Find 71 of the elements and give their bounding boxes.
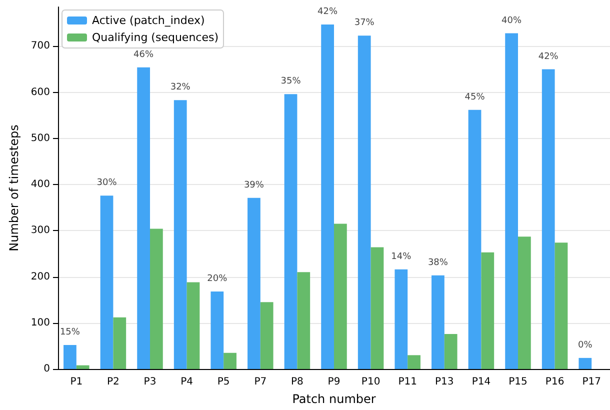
bar [150,228,163,369]
bar [100,196,114,369]
bar [186,282,200,369]
bar [370,247,384,369]
x-tick-label: P10 [361,376,380,388]
bar [174,100,187,369]
bar [468,110,482,369]
bar [408,355,420,369]
annotation: 45% [464,92,486,102]
y-tick-label: 500 [30,132,50,144]
x-tick-label: P7 [254,376,267,388]
bar [297,272,310,369]
bar [334,224,347,369]
y-tick-label: 700 [30,40,50,52]
y-tick-label: 300 [30,225,50,236]
x-tick-label: P17 [582,376,601,388]
annotation: 20% [207,274,228,284]
x-tick-label: P11 [398,376,417,388]
bar [542,69,555,369]
bar [210,292,224,369]
y-tick-label: 400 [30,179,50,190]
bar [554,242,568,369]
bar [394,269,408,369]
legend-label: Active (patch_index) [92,14,205,27]
x-axis-title: Patch number [292,392,376,406]
annotation: 32% [170,82,191,93]
annotation: 37% [354,18,375,28]
x-tick-label: P1 [70,376,83,388]
x-tick-label: P2 [106,376,120,388]
bar [518,236,531,369]
bar [321,24,334,369]
bar [432,275,444,369]
y-tick-label: 200 [30,271,50,282]
y-tick-label: 0 [44,364,50,374]
bar [137,67,150,369]
bar [481,252,494,369]
annotation: 46% [134,50,154,60]
x-tick-label: P13 [435,376,454,388]
bar [358,36,371,369]
annotation: 39% [244,180,264,190]
bar [64,345,76,369]
bar [113,317,126,369]
x-tick-label: P9 [328,376,340,388]
x-tick-label: P14 [472,376,491,388]
annotation: 14% [391,252,412,262]
annotation: 40% [502,16,522,26]
bar [578,358,592,369]
bar [248,198,260,369]
annotation: 42% [538,52,559,62]
annotation: 35% [280,76,302,87]
legend-label: Qualifying (sequences) [92,31,218,44]
x-tick-label: P4 [180,376,194,388]
annotation: 38% [428,258,448,268]
x-tick-label: P8 [290,376,304,388]
bar [224,352,236,369]
annotation: 42% [318,7,338,18]
y-tick-label: 600 [30,86,50,98]
y-axis-title: Number of timesteps [7,124,21,252]
x-tick-label: P5 [217,376,230,388]
bar [444,334,458,369]
bar [505,33,518,369]
x-tick-label: P16 [545,376,564,388]
bar [260,302,274,369]
x-tick-label: P15 [508,376,528,388]
y-tick-label: 100 [30,317,50,328]
x-tick-label: P3 [144,376,156,388]
annotation: 30% [96,178,118,188]
annotation: 0% [578,340,593,350]
annotation: 15% [60,328,80,338]
bar [76,365,90,369]
bar [284,94,298,369]
